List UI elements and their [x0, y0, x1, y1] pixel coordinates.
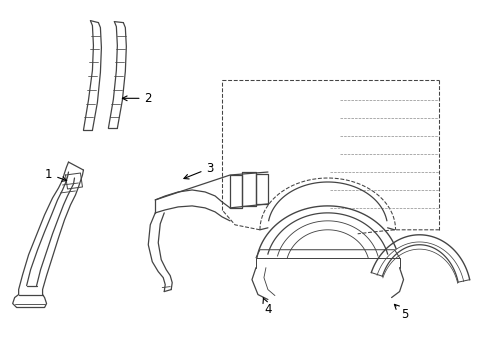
Text: 3: 3 [183, 162, 213, 179]
Text: 4: 4 [263, 298, 271, 316]
Text: 2: 2 [122, 92, 152, 105]
Text: 1: 1 [45, 167, 66, 181]
Text: 5: 5 [394, 304, 407, 321]
